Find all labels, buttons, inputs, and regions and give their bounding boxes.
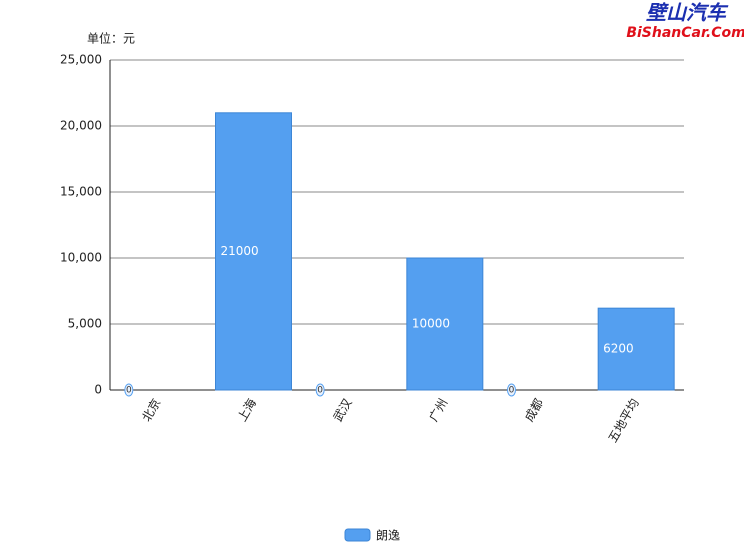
y-tick-label: 5,000: [68, 317, 102, 331]
value-label-bg: [124, 383, 134, 397]
x-tick-label: 成都: [522, 396, 546, 424]
watermark-sub: BiShanCar.Com: [626, 25, 744, 41]
value-label: 10000: [412, 317, 450, 331]
y-tick-label: 10,000: [60, 251, 102, 265]
x-tick-label: 上海: [234, 396, 259, 424]
legend-label: 朗逸: [376, 529, 400, 543]
y-tick-label: 20,000: [60, 119, 102, 133]
x-tick-label: 广州: [426, 396, 450, 424]
value-label: 6200: [603, 342, 634, 356]
value-label: 0: [509, 386, 515, 396]
value-label-bg: [315, 383, 325, 397]
y-tick-label: 0: [94, 383, 102, 397]
legend-swatch: [344, 528, 371, 542]
x-tick-label: 武汉: [331, 396, 355, 424]
watermark: 壁山汽车: [646, 1, 729, 25]
bar: [215, 112, 292, 391]
y-tick-label: 25,000: [60, 53, 102, 67]
x-tick-label: 五地平均: [606, 396, 642, 445]
value-label: 0: [126, 386, 132, 396]
bar: [406, 257, 484, 391]
value-label: 21000: [221, 244, 259, 258]
value-label-bg: [507, 383, 516, 397]
value-label: 0: [317, 386, 323, 396]
x-tick-label: 北京: [139, 396, 163, 424]
y-tick-label: 15,000: [60, 185, 102, 199]
unit-label: 单位：元: [87, 31, 135, 46]
bar: [597, 307, 675, 391]
